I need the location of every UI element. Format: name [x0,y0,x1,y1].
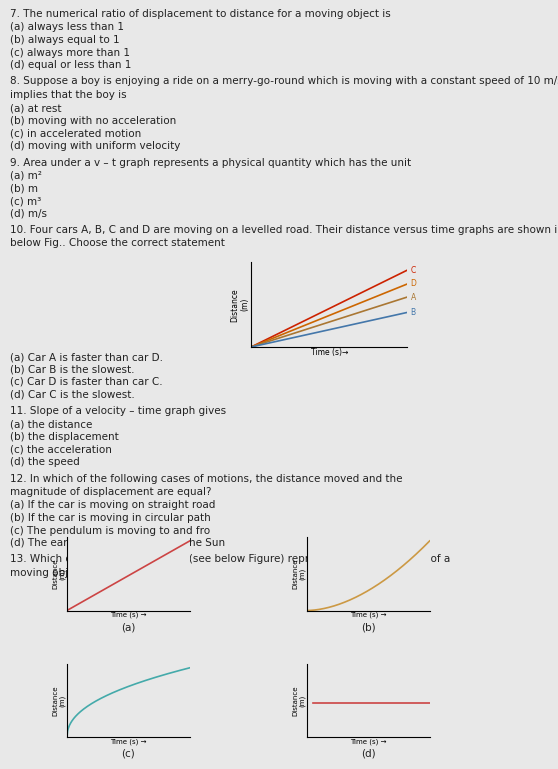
Text: (b) the displacement: (b) the displacement [10,432,119,442]
Text: A: A [411,292,416,301]
Text: moving object correctly?: moving object correctly? [10,568,139,578]
Text: (d) m/s: (d) m/s [10,208,47,218]
Text: (a) at rest: (a) at rest [10,104,61,114]
Text: (c) the acceleration: (c) the acceleration [10,444,112,454]
Text: (b) If the car is moving in circular path: (b) If the car is moving in circular pat… [10,513,211,523]
Text: (c): (c) [122,749,135,759]
Text: (c) always more than 1: (c) always more than 1 [10,48,130,58]
Text: (b) always equal to 1: (b) always equal to 1 [10,35,119,45]
Y-axis label: Distance
(m): Distance (m) [292,686,306,716]
X-axis label: Time (s) →: Time (s) → [110,739,147,745]
Text: (d) equal or less than 1: (d) equal or less than 1 [10,60,131,70]
Text: B: B [411,308,416,317]
X-axis label: Time (s)→: Time (s)→ [311,348,348,358]
Y-axis label: Distance
(m): Distance (m) [52,686,66,716]
Text: (d) the speed: (d) the speed [10,457,80,467]
Text: magnitude of displacement are equal?: magnitude of displacement are equal? [10,487,211,497]
Text: 11. Slope of a velocity – time graph gives: 11. Slope of a velocity – time graph giv… [10,406,226,416]
Y-axis label: Distance
(m): Distance (m) [292,559,306,589]
Text: C: C [411,265,416,275]
Text: (a) the distance: (a) the distance [10,420,93,430]
X-axis label: Time (s) →: Time (s) → [350,612,387,618]
Text: (d) Car C is the slowest.: (d) Car C is the slowest. [10,390,134,400]
Text: (a) m²: (a) m² [10,171,42,181]
Text: (b): (b) [361,622,376,632]
Text: D: D [411,279,416,288]
Y-axis label: Distance
(m): Distance (m) [52,559,66,589]
X-axis label: Time (s) →: Time (s) → [350,739,387,745]
Text: (a) Car A is faster than car D.: (a) Car A is faster than car D. [10,352,163,362]
Text: (c) m³: (c) m³ [10,196,41,206]
Text: (a) always less than 1: (a) always less than 1 [10,22,124,32]
Text: 12. In which of the following cases of motions, the distance moved and the: 12. In which of the following cases of m… [10,474,402,484]
Text: 7. The numerical ratio of displacement to distance for a moving object is: 7. The numerical ratio of displacement t… [10,9,391,19]
Text: (c) in accelerated motion: (c) in accelerated motion [10,128,141,138]
Text: implies that the boy is: implies that the boy is [10,90,127,100]
Text: 8. Suppose a boy is enjoying a ride on a merry-go-round which is moving with a c: 8. Suppose a boy is enjoying a ride on a… [10,76,558,86]
Text: (c) The pendulum is moving to and fro: (c) The pendulum is moving to and fro [10,525,210,535]
Text: (a): (a) [121,622,136,632]
Text: (d): (d) [361,749,376,759]
Text: (b) Car B is the slowest.: (b) Car B is the slowest. [10,365,134,375]
Text: (b) moving with no acceleration: (b) moving with no acceleration [10,116,176,126]
Text: (d) moving with uniform velocity: (d) moving with uniform velocity [10,141,180,151]
Text: (d) The earth is revolving around the Sun: (d) The earth is revolving around the Su… [10,538,225,548]
Text: 9. Area under a v – t graph represents a physical quantity which has the unit: 9. Area under a v – t graph represents a… [10,158,411,168]
Text: below Fig.. Choose the correct statement: below Fig.. Choose the correct statement [10,238,225,248]
X-axis label: Time (s) →: Time (s) → [110,612,147,618]
Text: 13. Which of the following figures (see below Figure) represents uniform motion : 13. Which of the following figures (see … [10,554,450,564]
Y-axis label: Distance
(m): Distance (m) [230,288,250,321]
Text: (c) Car D is faster than car C.: (c) Car D is faster than car C. [10,377,162,387]
Text: (b) m: (b) m [10,184,38,194]
Text: 10. Four cars A, B, C and D are moving on a levelled road. Their distance versus: 10. Four cars A, B, C and D are moving o… [10,225,558,235]
Text: (a) If the car is moving on straight road: (a) If the car is moving on straight roa… [10,501,215,511]
